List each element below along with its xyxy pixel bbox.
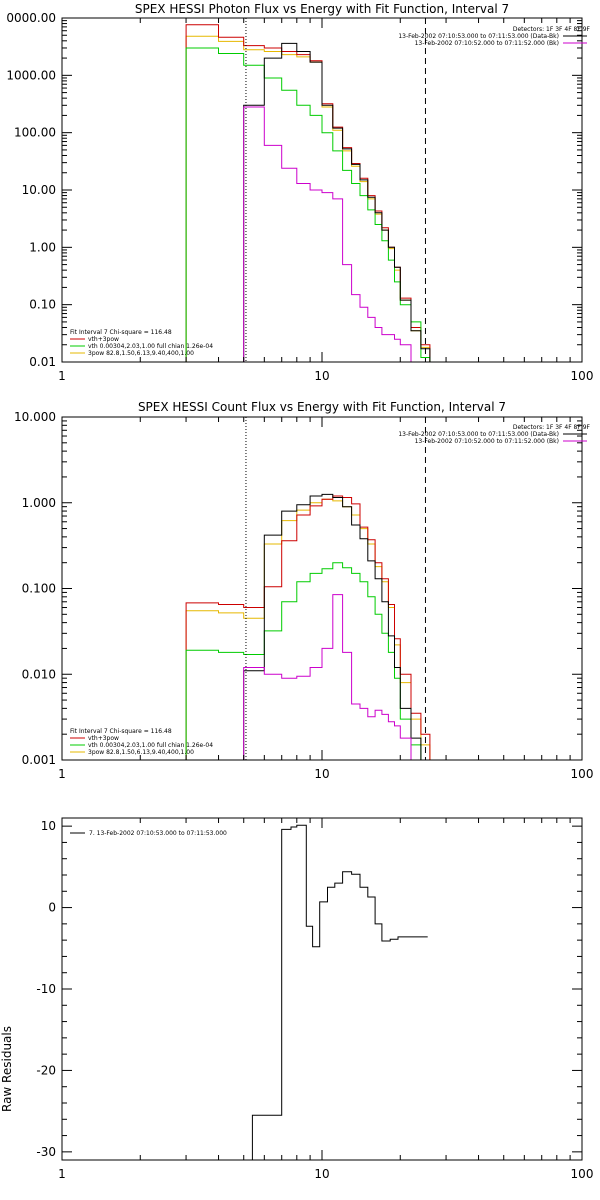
x-tick-labels-count: 1 10 100 <box>58 767 593 781</box>
y-tick-label: 0.01 <box>29 355 56 369</box>
x-tick-label: 10 <box>314 767 329 781</box>
legend-fit-line3-count: 3pow 82.8,1.50,6.13,9.40,400,1.00 <box>88 749 194 756</box>
legend-fit-line3: 3pow 82.8,1.50,6.13,9.40,400,1.00 <box>88 350 194 357</box>
y-tick-label: 1.000 <box>22 496 56 510</box>
tick-marks-count <box>61 417 582 761</box>
y-tick-label: 1.00 <box>29 240 56 254</box>
y-tick-label: 10 <box>41 819 56 833</box>
x-tick-label: 10 <box>314 369 329 383</box>
residuals-chart: Raw Residuals 100-10-20-30 1 10 100 7. 13-… <box>0 817 593 1181</box>
chart-title-photon: SPEX HESSI Photon Flux vs Energy with Fi… <box>135 2 509 16</box>
y-tick-label: 10.000 <box>14 410 56 424</box>
series-line-3 <box>186 42 439 363</box>
series-line-1 <box>185 495 439 761</box>
energy-markers-count <box>245 417 426 760</box>
x-tick-label: 100 <box>571 767 594 781</box>
y-tick-label: 0.10 <box>29 298 56 312</box>
legend-fit-line1-count: vth+3pow <box>88 735 119 742</box>
x-tick-label: 100 <box>571 1167 594 1181</box>
series-line-0 <box>185 498 439 761</box>
legend-bk-count: 13-Feb-2002 07:10:52.000 to 07:11:52.000… <box>415 438 559 445</box>
y-tick-label: -30 <box>36 1145 56 1159</box>
x-tick-label: 10 <box>314 1167 329 1181</box>
chart-title-count: SPEX HESSI Count Flux vs Energy with Fit… <box>138 400 506 414</box>
series-line-3 <box>186 493 439 761</box>
plot-frame-residuals <box>61 817 583 1161</box>
y-tick-labels-photon: 0.01 0.10 1.00 10.00 100.00 1000.00 0000.00 <box>6 11 56 369</box>
x-tick-label: 100 <box>571 369 594 383</box>
series-lines-count <box>185 493 439 761</box>
x-tick-labels-residuals: 1 10 100 <box>58 1167 593 1181</box>
series-line-2 <box>185 47 439 363</box>
series-line-4 <box>186 106 439 363</box>
legend-detectors: Detectors: 1F 3F 4F 8F 9F <box>513 26 591 33</box>
x-tick-label: 1 <box>58 369 66 383</box>
y-tick-label: -20 <box>36 1063 56 1077</box>
y-tick-label: 0.100 <box>22 582 56 596</box>
series-line-0 <box>185 35 439 363</box>
y-tick-label: 0.001 <box>22 753 56 767</box>
y-tick-label: 10.00 <box>22 183 56 197</box>
legend-fit-count: Fit Interval 7 Chi-square = 116.48 vth+3… <box>70 728 213 756</box>
y-tick-labels-count: 0.001 0.010 0.100 1.000 10.000 <box>14 410 56 767</box>
legend-top-right-count: Detectors: 1F 3F 4F 8F 9F 13-Feb-2002 07… <box>398 424 590 445</box>
photon-flux-chart: SPEX HESSI Photon Flux vs Energy with Fi… <box>6 2 593 383</box>
legend-top-right-photon: Detectors: 1F 3F 4F 8F 9F 13-Feb-2002 07… <box>398 26 590 47</box>
x-tick-labels-photon: 1 10 100 <box>58 369 593 383</box>
legend-fit-line1: vth+3pow <box>88 336 119 343</box>
y-tick-label: 0000.00 <box>6 11 56 25</box>
series-line-4 <box>186 594 439 761</box>
plot-frame-count <box>61 416 583 761</box>
legend-fit-photon: Fit Interval 7 Chi-square = 116.48 vth+3… <box>70 329 213 357</box>
x-tick-label: 1 <box>58 1167 66 1181</box>
legend-fit-line2-count: vth 0.00304,2.03,1.00 full chian 1.26e-0… <box>88 742 213 749</box>
y-tick-labels-residuals: 10 0 -10 -20 -30 <box>36 819 56 1159</box>
legend-fit-line2: vth 0.00304,2.03,1.00 full chian 1.26e-0… <box>88 343 213 350</box>
y-tick-label: 0.010 <box>22 667 56 681</box>
series-line-1 <box>185 24 439 363</box>
x-tick-label: 1 <box>58 767 66 781</box>
series-lines-photon <box>185 24 439 363</box>
legend-residuals: 7. 13-Feb-2002 07:10:53.000 to 07:11:53.… <box>70 830 227 837</box>
legend-data-bk-count: 13-Feb-2002 07:10:53.000 to 07:11:53.000… <box>398 431 559 438</box>
count-flux-chart: SPEX HESSI Count Flux vs Energy with Fit… <box>14 400 593 781</box>
series-lines-residuals <box>243 824 428 1161</box>
y-tick-label: -10 <box>36 982 56 996</box>
y-tick-label: 0 <box>48 901 56 915</box>
y-axis-label-residuals: Raw Residuals <box>0 1026 14 1112</box>
tick-marks-residuals <box>61 818 582 1160</box>
y-tick-label: 100.00 <box>14 126 56 140</box>
series-line-0 <box>243 824 428 1161</box>
legend-detectors-count: Detectors: 1F 3F 4F 8F 9F <box>513 424 591 431</box>
energy-markers-photon <box>245 18 426 362</box>
y-tick-label: 1000.00 <box>6 68 56 82</box>
legend-residuals-text: 7. 13-Feb-2002 07:10:53.000 to 07:11:53.… <box>89 830 227 837</box>
legend-fit-header: Fit Interval 7 Chi-square = 116.48 <box>70 329 172 336</box>
legend-fit-header-count: Fit Interval 7 Chi-square = 116.48 <box>70 728 172 735</box>
legend-data-bk: 13-Feb-2002 07:10:53.000 to 07:11:53.000… <box>398 33 559 40</box>
tick-marks-photon <box>61 18 582 363</box>
legend-bk: 13-Feb-2002 07:10:52.000 to 07:11:52.000… <box>415 40 559 47</box>
